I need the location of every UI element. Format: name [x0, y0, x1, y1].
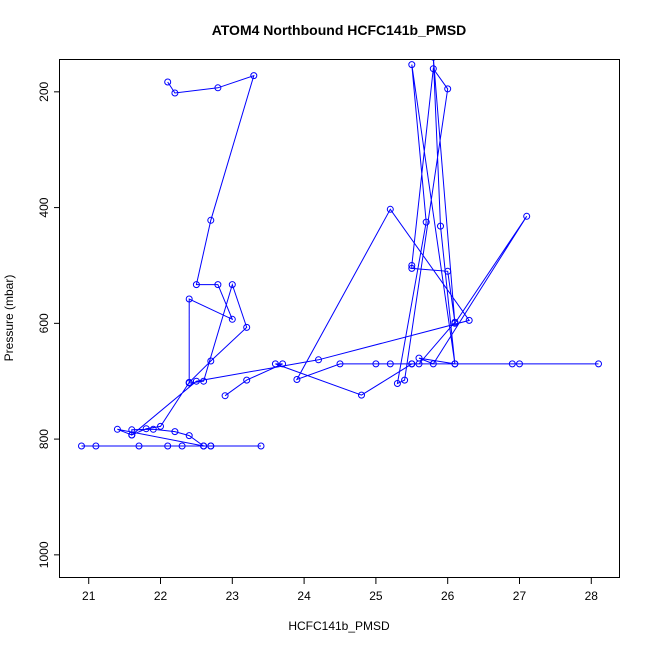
x-axis-label: HCFC141b_PMSD — [288, 619, 390, 633]
chart-title: ATOM4 Northbound HCFC141b_PMSD — [212, 22, 467, 38]
data-point — [207, 216, 215, 224]
data-point — [135, 442, 143, 450]
y-tick-label: 1000 — [37, 541, 51, 568]
data-point — [408, 262, 416, 269]
data-point — [157, 422, 164, 430]
plot-area — [78, 60, 602, 450]
x-tick-label: 22 — [154, 589, 168, 603]
data-point — [431, 60, 436, 61]
x-tick-label: 25 — [369, 589, 383, 603]
x-tick-label: 27 — [513, 589, 527, 603]
data-point — [171, 428, 179, 436]
x-tick-label: 24 — [297, 589, 311, 603]
data-point — [228, 281, 236, 289]
data-point — [465, 316, 473, 324]
data-point — [451, 360, 459, 368]
data-point — [523, 212, 531, 220]
data-point — [386, 205, 394, 213]
data-point — [437, 222, 444, 230]
y-tick-label: 600 — [37, 313, 51, 333]
data-point — [358, 391, 365, 399]
data-point — [451, 319, 459, 327]
data-point — [214, 84, 222, 92]
data-point — [185, 295, 193, 303]
data-point — [444, 267, 452, 275]
data-point — [415, 354, 423, 362]
y-axis-label: Pressure (mbar) — [2, 275, 16, 362]
data-point — [128, 431, 136, 439]
data-point — [429, 65, 437, 73]
data-point — [164, 78, 172, 86]
data-point — [429, 360, 437, 368]
plot-frame — [59, 59, 620, 578]
y-axis: 200 400 600 800 1000 — [37, 82, 60, 568]
series-line — [81, 60, 599, 447]
data-point — [393, 380, 401, 387]
data-point — [185, 378, 193, 386]
data-point — [228, 315, 236, 323]
data-point — [78, 442, 85, 450]
data-point — [279, 360, 287, 368]
data-point — [408, 360, 416, 368]
y-tick-label: 200 — [37, 82, 51, 102]
series-group — [78, 60, 602, 450]
data-point — [207, 442, 215, 450]
y-tick-label: 800 — [37, 429, 51, 449]
data-point — [444, 85, 452, 93]
data-point — [250, 72, 258, 80]
data-point — [508, 360, 516, 368]
data-point — [192, 281, 200, 289]
data-point — [422, 218, 430, 226]
data-point — [408, 264, 416, 272]
x-tick-label: 21 — [82, 589, 96, 603]
data-point — [200, 442, 208, 450]
x-tick-label: 23 — [226, 589, 240, 603]
data-point — [257, 442, 265, 450]
data-point — [243, 323, 251, 331]
data-point — [293, 376, 301, 383]
y-tick-label: 400 — [37, 197, 51, 217]
data-point — [372, 360, 380, 368]
data-point — [408, 61, 416, 69]
data-point — [92, 442, 100, 450]
data-point — [207, 357, 215, 365]
data-point — [113, 425, 121, 433]
data-point — [516, 360, 523, 368]
data-point — [243, 376, 251, 384]
data-point — [142, 425, 150, 433]
data-point — [171, 89, 179, 97]
data-point — [200, 377, 208, 385]
data-point — [401, 376, 409, 384]
data-point — [315, 356, 322, 364]
data-point — [386, 360, 394, 368]
data-point — [336, 360, 344, 368]
x-axis: 21 22 23 24 25 26 27 28 — [82, 578, 598, 603]
x-tick-label: 26 — [441, 589, 455, 603]
data-point — [149, 425, 157, 433]
data-point — [164, 442, 172, 450]
x-tick-label: 28 — [585, 589, 599, 603]
data-point — [185, 432, 193, 440]
data-point — [271, 360, 279, 368]
data-point — [128, 426, 136, 434]
data-point — [214, 281, 222, 289]
data-point — [595, 360, 602, 368]
data-point — [221, 392, 229, 400]
data-point — [178, 442, 186, 450]
data-point — [192, 377, 200, 385]
